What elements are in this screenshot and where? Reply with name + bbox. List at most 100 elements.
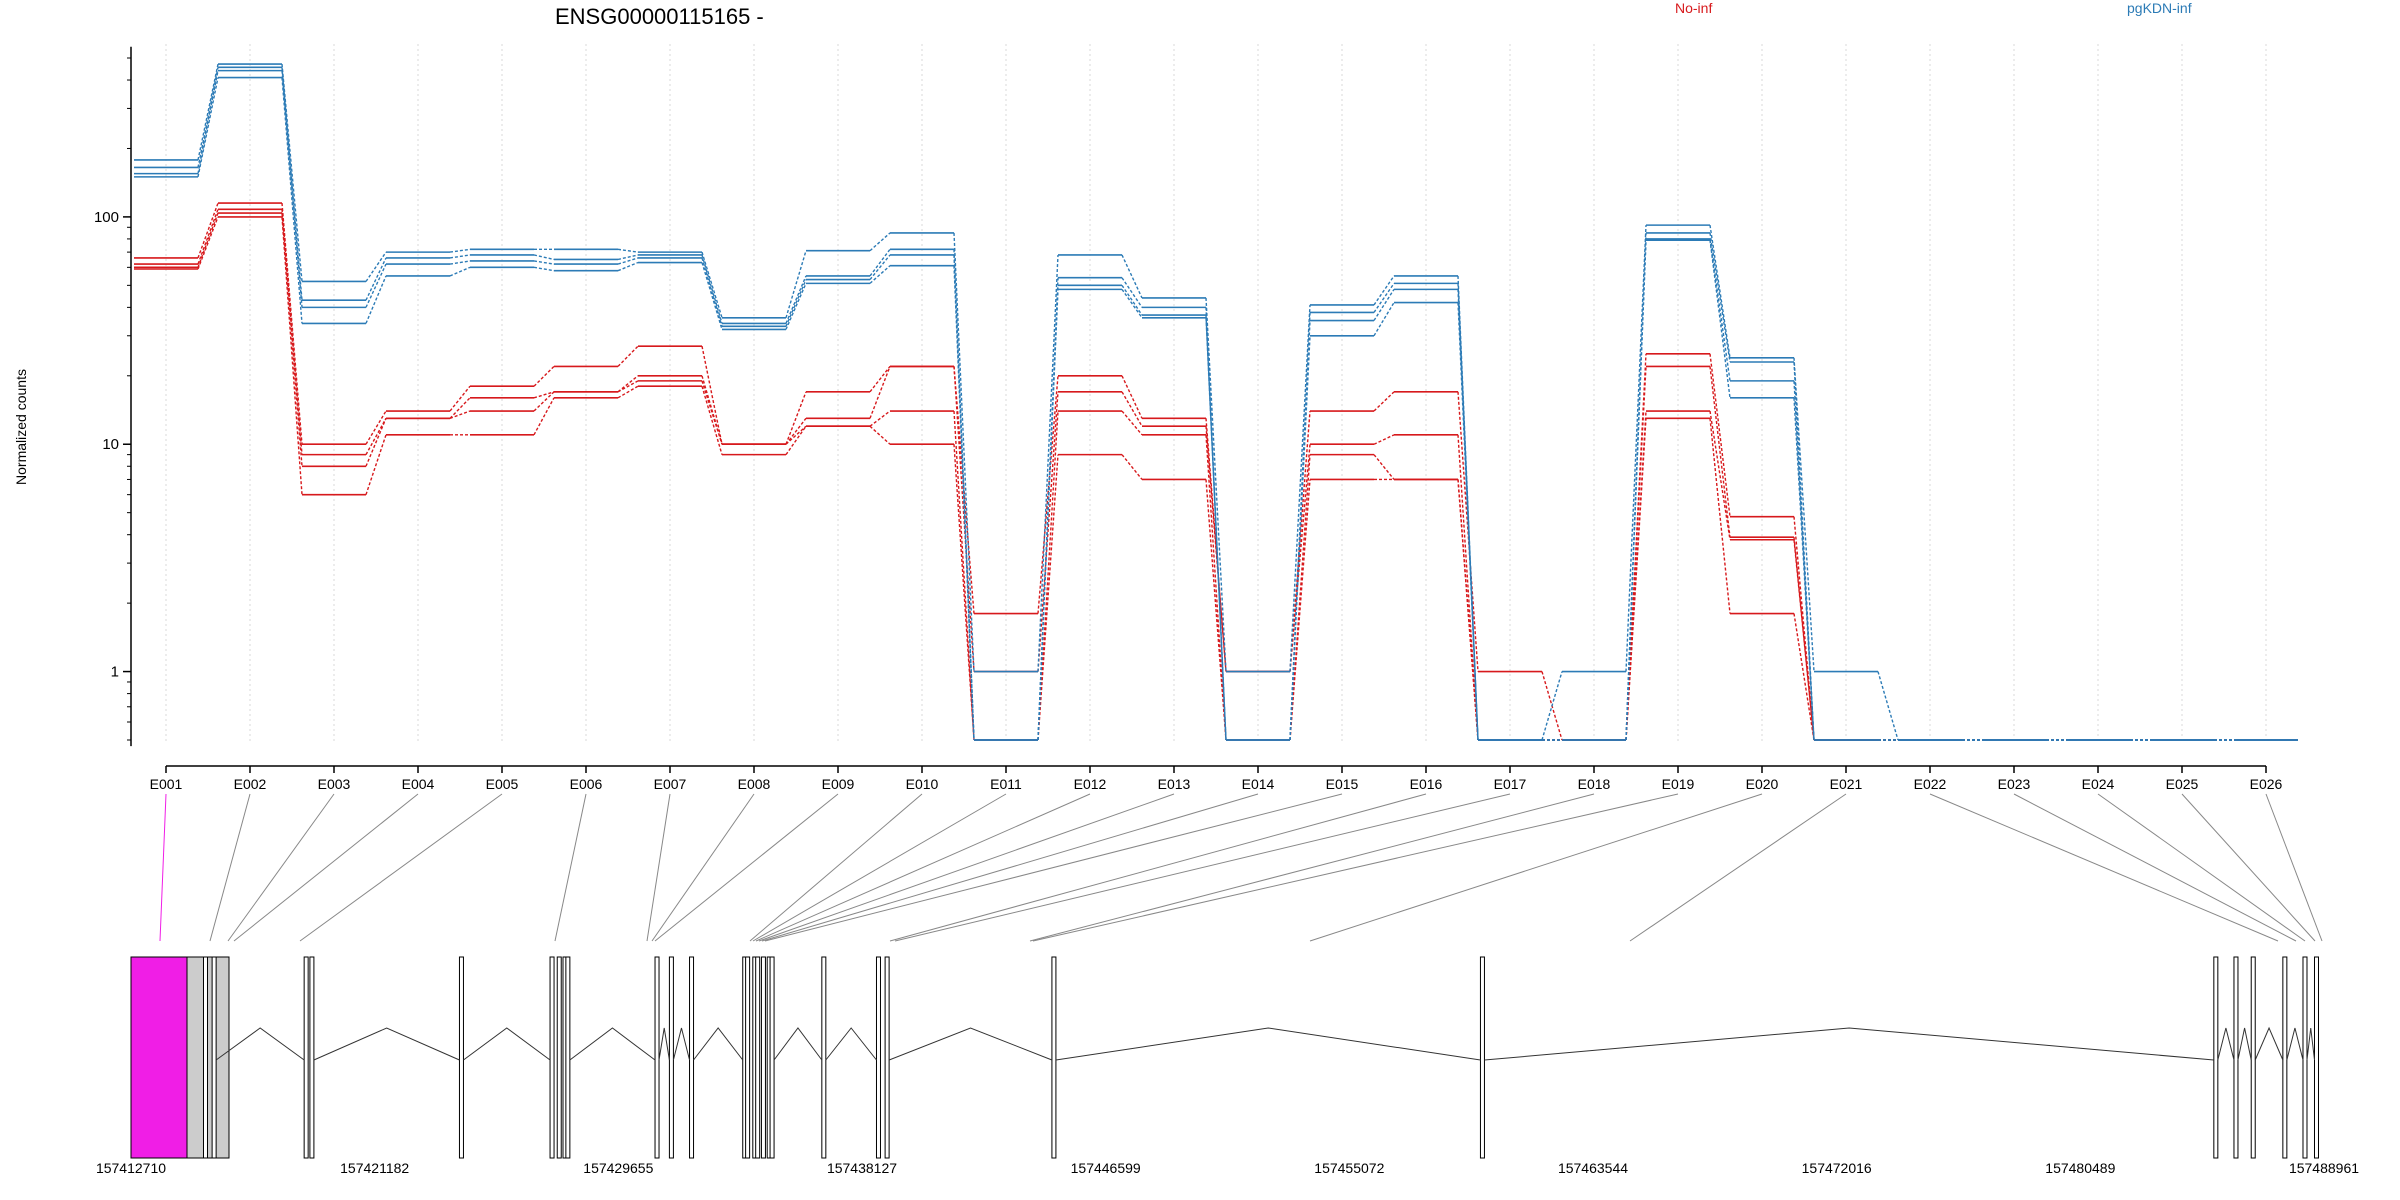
x-tick-label: E019 <box>1662 776 1695 792</box>
data-connector <box>617 385 639 399</box>
data-connector <box>365 417 387 455</box>
x-tick-label: E013 <box>1158 776 1191 792</box>
exon-box <box>309 956 315 1159</box>
intron-line <box>313 1027 460 1061</box>
exon-box <box>769 956 775 1159</box>
x-tick-label: E026 <box>2250 776 2283 792</box>
data-connector <box>1121 277 1143 308</box>
data-connector <box>1373 288 1395 321</box>
coordinate-label: 157446599 <box>1071 1160 1141 1176</box>
exon-box <box>668 956 674 1159</box>
data-connector <box>701 386 723 455</box>
data-connector <box>197 212 219 268</box>
data-connector <box>1373 275 1395 306</box>
x-tick-label: E012 <box>1074 776 1107 792</box>
x-tick-label: E010 <box>906 776 939 792</box>
data-connector <box>533 266 555 272</box>
series-line <box>134 69 2298 741</box>
data-connector <box>1037 454 1059 741</box>
y-tick-label: 1 <box>111 664 119 681</box>
data-connector <box>1205 418 1227 672</box>
data-connector <box>365 251 387 282</box>
exon-connector <box>758 793 1175 942</box>
series-line <box>134 76 2298 741</box>
data-connector <box>365 257 387 301</box>
data-connector <box>1877 671 1899 741</box>
data-connector <box>1205 317 1227 741</box>
exon-box <box>2302 956 2308 1159</box>
legend-no-inf: No-inf <box>1675 0 1712 16</box>
data-connector <box>281 64 303 282</box>
exon-box <box>755 956 761 1159</box>
intron-line <box>1484 1027 2214 1061</box>
exon-connector <box>749 793 923 942</box>
data-connector <box>1709 232 1731 363</box>
data-connector <box>1121 284 1143 316</box>
exon-box <box>875 956 881 1159</box>
x-tick-label: E018 <box>1578 776 1611 792</box>
data-connector <box>1541 671 1563 741</box>
data-connector <box>197 216 219 270</box>
data-connector <box>1121 375 1143 419</box>
data-connector <box>617 257 639 265</box>
data-connector <box>701 346 723 445</box>
exon-connector <box>2013 793 2297 942</box>
data-connector <box>1709 366 1731 538</box>
data-connector <box>197 70 219 174</box>
intron-line <box>463 1027 551 1061</box>
exon-connector <box>761 793 1259 942</box>
data-connector <box>617 261 639 272</box>
data-connector <box>1205 426 1227 672</box>
series-lines <box>134 63 2298 741</box>
data-connector <box>533 391 555 399</box>
exon-connector <box>651 793 755 942</box>
data-connector <box>785 425 807 456</box>
data-connector <box>533 397 555 436</box>
exon-box <box>884 956 890 1159</box>
data-connector <box>953 444 975 741</box>
x-tick-label: E024 <box>2082 776 2115 792</box>
intron-line <box>693 1027 744 1061</box>
exon-connector <box>1929 793 2279 942</box>
data-connector <box>1289 444 1311 672</box>
intron-line <box>825 1027 877 1061</box>
data-connector <box>1709 410 1731 540</box>
exon-box <box>1051 956 1057 1159</box>
data-connector <box>953 232 975 672</box>
exon-connector <box>227 793 335 942</box>
highlighted-exon-box <box>130 956 198 1159</box>
intron-line <box>2254 1026 2284 1061</box>
exon-box <box>760 956 766 1159</box>
intron-line <box>1055 1027 1481 1061</box>
exon-connector <box>2265 793 2323 942</box>
data-connector <box>1121 410 1143 436</box>
exon-connector <box>1309 793 1763 942</box>
coordinate-label: 157480489 <box>2045 1160 2115 1176</box>
x-tick-label: E020 <box>1746 776 1779 792</box>
data-connector <box>281 67 303 301</box>
y-tick-label: 100 <box>94 209 119 226</box>
exon-box <box>202 956 208 1159</box>
grid-lines <box>165 44 2267 742</box>
exon-box <box>2313 956 2319 1159</box>
data-connector <box>281 70 303 308</box>
data-connector <box>1457 391 1479 672</box>
data-connector <box>197 67 219 168</box>
exon-connectors <box>159 793 2323 942</box>
data-connector <box>365 263 387 308</box>
data-connector <box>1457 302 1479 741</box>
x-tick-label: E004 <box>402 776 435 792</box>
exon-box <box>821 956 827 1159</box>
data-connector <box>785 283 807 330</box>
exon-connector <box>1032 793 1679 942</box>
data-connector <box>449 248 471 253</box>
data-connector <box>281 212 303 467</box>
series-line <box>134 66 2298 741</box>
exon-connector <box>889 793 1427 942</box>
data-connector <box>785 279 807 327</box>
data-connector <box>1373 282 1395 313</box>
data-connector <box>869 248 891 277</box>
exon-connector <box>752 793 1007 942</box>
data-connector <box>533 260 555 265</box>
